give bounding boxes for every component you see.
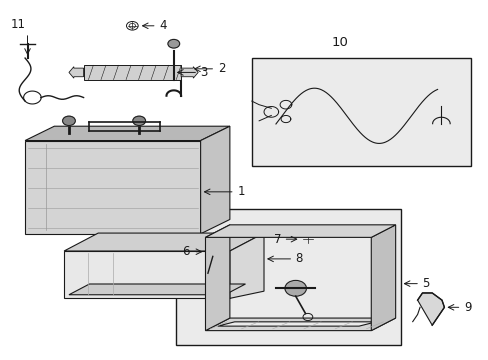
Polygon shape <box>205 318 395 330</box>
Text: 4: 4 <box>159 19 166 32</box>
Text: 8: 8 <box>295 252 303 265</box>
Bar <box>251 58 470 166</box>
Text: 6: 6 <box>182 245 189 258</box>
Text: 2: 2 <box>217 62 224 75</box>
Polygon shape <box>69 284 245 295</box>
Polygon shape <box>205 225 395 237</box>
FancyArrow shape <box>181 67 198 78</box>
FancyArrow shape <box>69 67 83 78</box>
Circle shape <box>62 116 75 126</box>
Text: 10: 10 <box>330 36 347 49</box>
Polygon shape <box>200 126 229 234</box>
Text: 1: 1 <box>237 185 244 198</box>
Circle shape <box>133 116 145 126</box>
Polygon shape <box>229 233 264 298</box>
Text: 3: 3 <box>200 66 207 79</box>
Text: 5: 5 <box>422 277 429 290</box>
Polygon shape <box>64 233 264 251</box>
Polygon shape <box>205 225 229 330</box>
Text: 11: 11 <box>10 18 25 31</box>
Circle shape <box>285 280 306 296</box>
Bar <box>83 65 181 80</box>
Bar <box>176 209 400 345</box>
Text: 9: 9 <box>463 301 470 314</box>
Text: 7: 7 <box>273 233 281 246</box>
Polygon shape <box>25 140 200 234</box>
Polygon shape <box>64 251 229 298</box>
Circle shape <box>167 40 179 48</box>
Polygon shape <box>25 126 229 140</box>
Polygon shape <box>417 293 444 325</box>
Polygon shape <box>217 322 375 326</box>
Polygon shape <box>370 225 395 330</box>
